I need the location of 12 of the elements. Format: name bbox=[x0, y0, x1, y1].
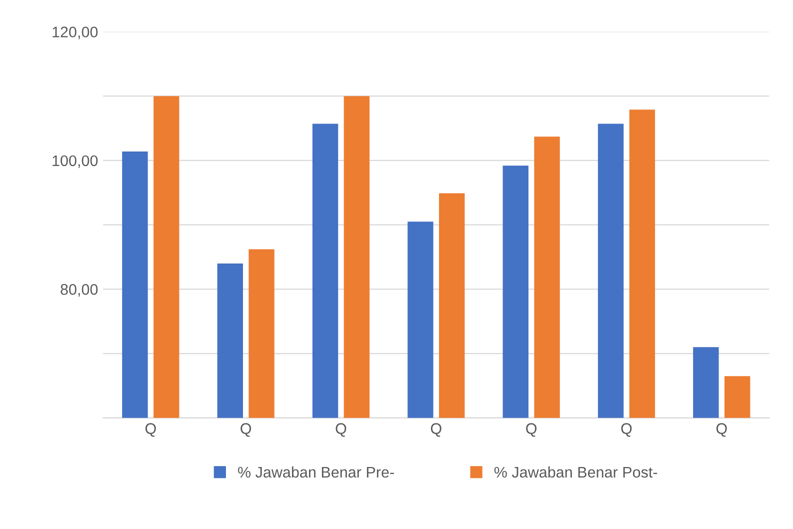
y-tick-label: 100,00 bbox=[52, 155, 98, 168]
x-tick-label: Q bbox=[336, 423, 346, 437]
x-tick-label: Q bbox=[526, 423, 537, 437]
legend-label: % Jawaban Benar Post- bbox=[494, 466, 658, 478]
x-tick-label: Q bbox=[621, 423, 632, 437]
y-tick-label: 80,00 bbox=[60, 284, 98, 297]
x-tick-label: Q bbox=[430, 423, 442, 437]
x-tick-label: Q bbox=[240, 423, 252, 437]
y-tick-label: 120,00 bbox=[52, 26, 98, 40]
x-tick-label: Q bbox=[716, 423, 727, 437]
legend-label: % Jawaban Benar Pre- bbox=[238, 466, 394, 478]
x-tick-label: Q bbox=[145, 423, 156, 437]
